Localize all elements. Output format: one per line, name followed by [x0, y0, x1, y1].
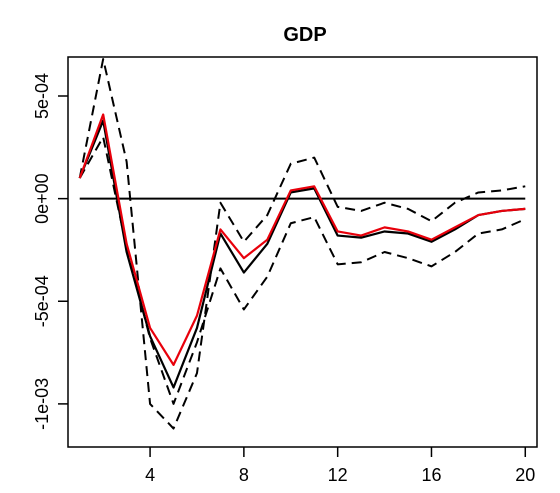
- x-tick-label-8: 8: [239, 465, 249, 485]
- series-layer: [78, 58, 526, 430]
- y-tick-label-3: -5e-04: [32, 275, 52, 327]
- series-line-3-dashed: [78, 58, 526, 430]
- chart-title: GDP: [283, 24, 326, 46]
- series-line-4-dashed: [78, 136, 526, 405]
- plot-frame: [67, 56, 538, 448]
- x-tick-label-20: 20: [515, 465, 535, 485]
- y-tick-label-4: -1e-03: [32, 378, 52, 430]
- series-line-1: [78, 119, 526, 389]
- x-axis: 4 8 12 16 20: [145, 447, 535, 485]
- series-line-2: [78, 113, 526, 366]
- x-tick-label-12: 12: [328, 465, 348, 485]
- x-tick-label-4: 4: [145, 465, 155, 485]
- x-tick-label-16: 16: [421, 465, 441, 485]
- y-tick-label-1: 5e-04: [32, 73, 52, 119]
- y-tick-label-2: 0e+00: [32, 173, 52, 224]
- y-axis: 5e-04 0e+00 -5e-04 -1e-03: [32, 73, 68, 430]
